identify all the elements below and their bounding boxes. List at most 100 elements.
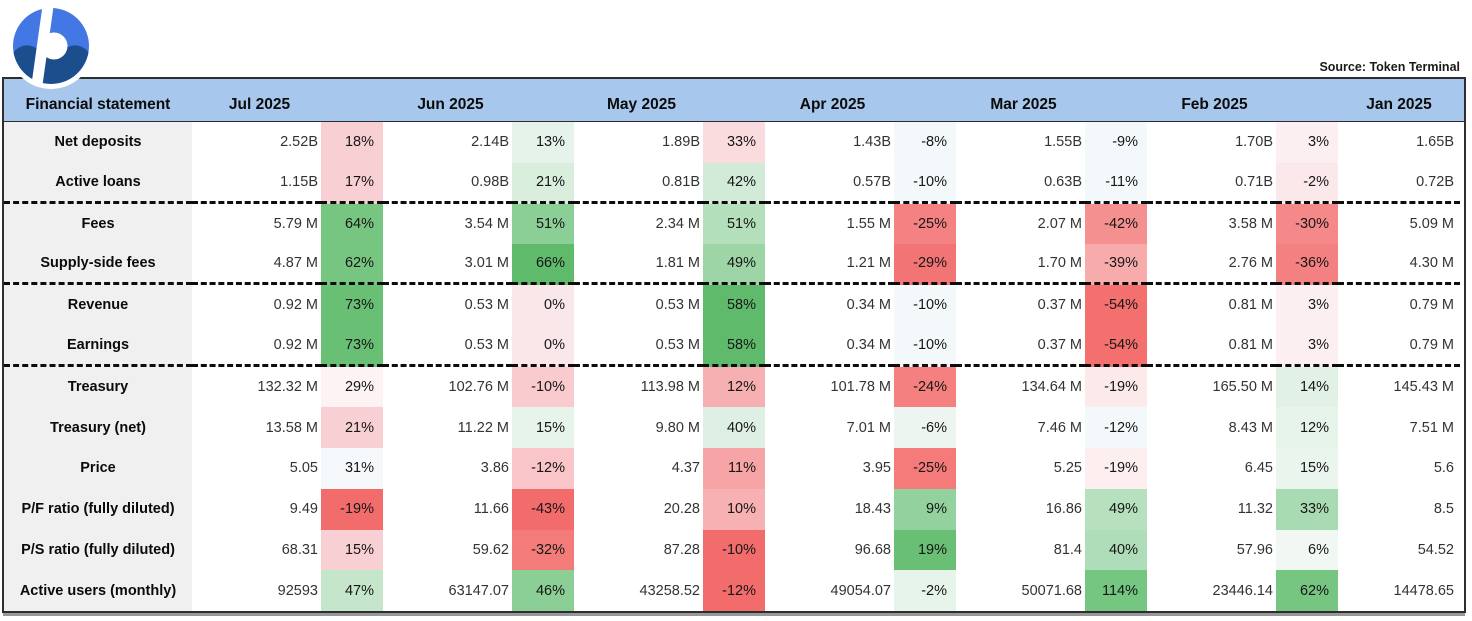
value-cell-may-2025: 0.53 M [574,326,703,367]
value-cell-jan-2025: 4.30 M [1338,244,1460,285]
protocol-logo-icon [8,3,94,89]
pct-change-cell-mar-2025: -54% [1085,325,1147,367]
column-header-mar-2025: Mar 2025 [990,96,1057,113]
column-header-jun-2025: Jun 2025 [417,96,484,113]
pct-change-cell-feb-2025: 62% [1276,570,1338,611]
value-cell-apr-2025: 7.01 M [846,419,891,436]
value-cell-apr-2025: 1.43B [853,134,891,151]
value-cell-mar-2025: 5.25 [1053,460,1082,477]
value-cell-jul-2025: 132.32 M [257,378,318,395]
value-cell-jan-2025: 5.09 M [1409,215,1454,232]
value-cell-jun-2025: 102.76 M [448,378,509,395]
value-cell-may-2025: 43258.52 [639,582,700,599]
value-cell-jun-2025: 3.54 M [464,215,509,232]
pct-change-cell-mar-2025: -11% [1085,162,1147,204]
value-cell-apr-2025: 1.55 M [846,215,891,232]
pct-change-cell-feb-2025: 33% [1276,488,1338,530]
value-cell-jul-2025: 4.87 M [192,244,321,285]
pct-change-cell-jun-2025: 0% [512,325,574,367]
pct-change-cell-apr-2025: -10% [894,162,956,204]
pct-change-cell-mar-2025: 40% [1085,529,1147,571]
pct-change-cell-may-2025: -12% [703,570,765,611]
table-header-row: Financial statement Jul 2025 Jun 2025 May … [4,79,1464,122]
value-cell-apr-2025: 0.34 M [846,297,891,314]
pct-change-cell-feb-2025: 12% [1276,407,1338,448]
value-cell-mar-2025: 1.70 M [956,244,1085,285]
pct-change-cell-apr-2025: -24% [894,366,956,408]
value-cell-mar-2025: 2.07 M [1037,215,1082,232]
pct-change-cell-may-2025: 12% [703,366,765,408]
row-label: Treasury (net) [4,407,192,448]
pct-change-cell-mar-2025: -54% [1085,285,1147,326]
pct-change-cell-jun-2025: -32% [512,529,574,571]
pct-change-cell-apr-2025: -10% [894,325,956,367]
financial-table: Financial statement Jul 2025 Jun 2025 May … [2,77,1466,613]
pct-change-cell-jul-2025: 15% [321,529,383,571]
value-cell-may-2025: 20.28 [663,501,700,518]
value-cell-feb-2025: 165.50 M [1212,378,1273,395]
row-label: Active loans [4,162,192,204]
value-cell-jan-2025: 8.5 [1433,501,1454,518]
value-cell-jun-2025: 3.86 [480,460,509,477]
value-cell-may-2025: 2.34 M [655,215,700,232]
value-cell-feb-2025: 6.45 [1244,460,1273,477]
pct-change-cell-apr-2025: -8% [894,122,956,163]
pct-change-cell-apr-2025: -2% [894,570,956,611]
value-cell-jul-2025: 1.15B [192,163,321,204]
value-cell-mar-2025: 7.46 M [1037,419,1082,436]
row-label: Treasury [4,366,192,408]
value-cell-jul-2025: 0.92 M [192,326,321,367]
value-cell-apr-2025: 101.78 M [830,378,891,395]
pct-change-cell-may-2025: -10% [703,529,765,571]
value-cell-feb-2025: 0.81 M [1228,297,1273,314]
column-header-may-2025: May 2025 [607,96,676,113]
column-header-jul-2025: Jul 2025 [228,96,291,113]
value-cell-apr-2025: 0.34 M [765,326,894,367]
value-cell-jun-2025: 0.53 M [383,326,512,367]
pct-change-cell-may-2025: 10% [703,488,765,530]
pct-change-cell-may-2025: 11% [703,448,765,489]
value-cell-jul-2025: 13.58 M [265,419,318,436]
pct-change-cell-may-2025: 51% [703,203,765,245]
value-cell-jan-2025: 145.43 M [1393,378,1454,395]
pct-change-cell-jul-2025: 21% [321,407,383,448]
row-label: Price [4,448,192,489]
protocol-logo [6,2,96,92]
value-cell-jul-2025: 5.05 [289,460,318,477]
value-cell-may-2025: 1.81 M [574,244,703,285]
value-cell-mar-2025: 81.4 [1053,541,1082,558]
value-cell-jun-2025: 63147.07 [448,582,509,599]
pct-change-cell-mar-2025: 49% [1085,488,1147,530]
value-cell-jul-2025: 0.92 M [273,297,318,314]
pct-change-cell-jul-2025: 47% [321,570,383,611]
value-cell-jun-2025: 3.01 M [383,244,512,285]
value-cell-mar-2025: 0.63B [956,163,1085,204]
pct-change-cell-jul-2025: 62% [321,244,383,285]
value-cell-mar-2025: 0.37 M [956,326,1085,367]
pct-change-cell-feb-2025: 6% [1276,529,1338,571]
pct-change-cell-mar-2025: -39% [1085,244,1147,285]
value-cell-jul-2025: 9.49 [289,501,318,518]
value-cell-feb-2025: 0.71B [1147,163,1276,204]
pct-change-cell-feb-2025: -2% [1276,162,1338,204]
row-label: Fees [4,203,192,245]
value-cell-apr-2025: 1.21 M [765,244,894,285]
pct-change-cell-feb-2025: 3% [1276,122,1338,163]
pct-change-cell-jul-2025: 17% [321,162,383,204]
value-cell-jun-2025: 59.62 [472,541,509,558]
value-cell-feb-2025: 1.70B [1235,134,1273,151]
pct-change-cell-mar-2025: -19% [1085,366,1147,408]
row-label: P/S ratio (fully diluted) [4,529,192,571]
pct-change-cell-jun-2025: 21% [512,162,574,204]
pct-change-cell-mar-2025: -19% [1085,448,1147,489]
column-header-feb-2025: Feb 2025 [1181,96,1248,113]
pct-change-cell-jun-2025: 13% [512,122,574,163]
pct-change-cell-may-2025: 58% [703,285,765,326]
value-cell-feb-2025: 3.58 M [1228,215,1273,232]
value-cell-jun-2025: 11.22 M [457,419,509,436]
value-cell-may-2025: 1.89B [662,134,700,151]
value-cell-jan-2025: 7.51 M [1409,419,1454,436]
value-cell-jul-2025: 2.52B [280,134,318,151]
source-credit: Source: Token Terminal [1319,60,1460,74]
value-cell-apr-2025: 0.57B [765,163,894,204]
